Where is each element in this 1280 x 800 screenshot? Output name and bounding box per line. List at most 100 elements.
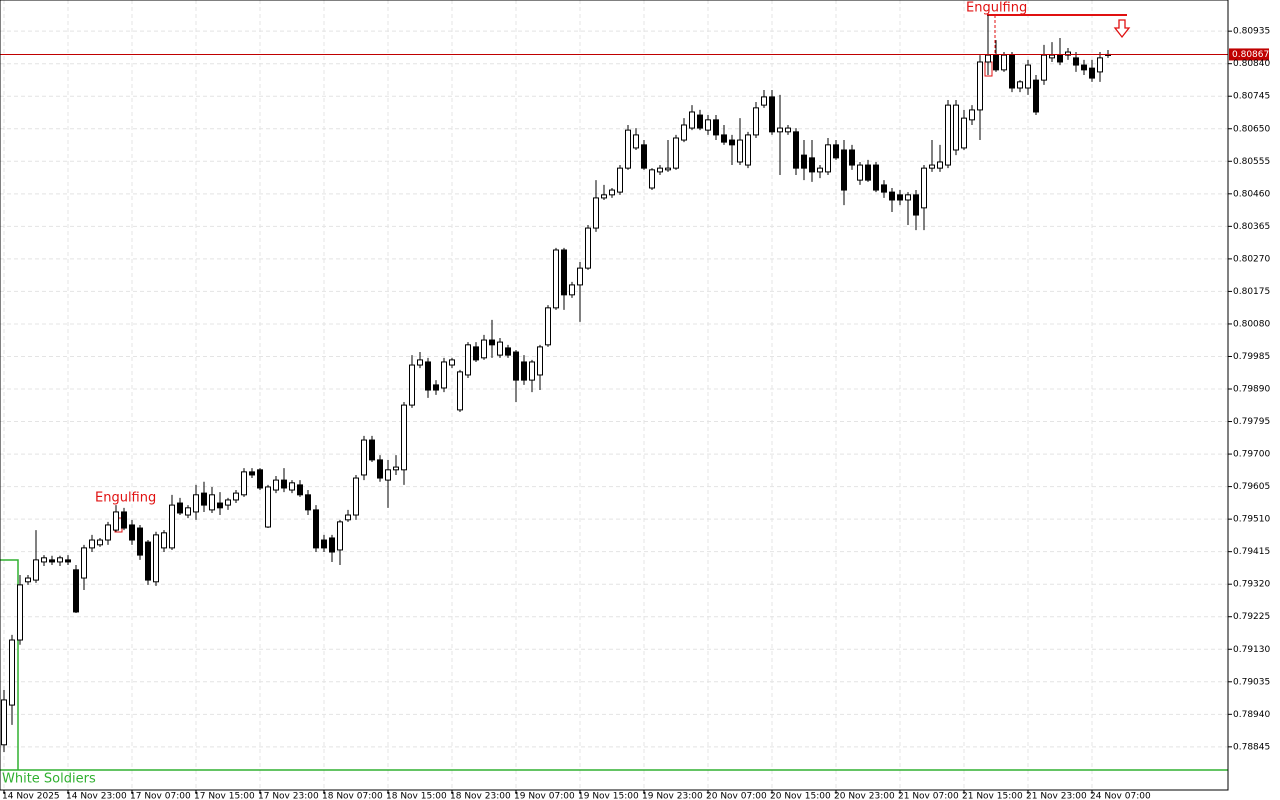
y-tick-label: 0.80935 — [1233, 27, 1270, 37]
candle-body — [625, 129, 631, 169]
y-tick-label: 0.78940 — [1233, 710, 1270, 720]
candle-body — [401, 404, 407, 471]
candle-body — [649, 169, 655, 189]
candle-body — [985, 54, 991, 63]
candle-body — [841, 149, 847, 191]
candle-body — [113, 511, 119, 531]
candle-body — [449, 359, 455, 366]
current-price-label: 0.80867 — [1232, 50, 1269, 60]
candle-body — [241, 471, 247, 496]
candle-body — [185, 507, 191, 516]
candle-body — [1049, 54, 1055, 59]
x-tick-label: 21 Nov 07:00 — [898, 792, 959, 800]
y-tick-label: 0.78845 — [1233, 742, 1270, 752]
x-tick-label: 21 Nov 23:00 — [1026, 792, 1087, 800]
candle-body — [265, 486, 271, 528]
x-tick-label: 20 Nov 07:00 — [706, 792, 767, 800]
candle-body — [353, 477, 359, 516]
candle-body — [433, 384, 439, 391]
x-tick-label: 18 Nov 15:00 — [386, 792, 447, 800]
candle-body — [681, 124, 687, 141]
candle-body — [177, 502, 183, 514]
candle-body — [833, 144, 839, 159]
candle-body — [457, 371, 463, 411]
candles — [1, 15, 1111, 752]
candle-body — [673, 137, 679, 169]
candle-body — [521, 361, 527, 381]
candle-body — [145, 541, 151, 581]
annotation: Engulfing — [966, 1, 1027, 16]
candle-body — [1057, 54, 1063, 63]
annotation: Engulfing — [95, 491, 156, 506]
candle-body — [929, 164, 935, 169]
sell-arrow — [1113, 19, 1131, 39]
candle-body — [369, 439, 375, 461]
candle-body — [777, 127, 783, 133]
annotation: White Soldiers — [2, 772, 96, 787]
candle-body — [641, 144, 647, 169]
x-tick-label: 19 Nov 07:00 — [514, 792, 575, 800]
x-tick-label: 17 Nov 23:00 — [258, 792, 319, 800]
candle-body — [545, 307, 551, 346]
candle-body — [57, 557, 63, 563]
candle-body — [633, 134, 639, 149]
candle-body — [761, 96, 767, 106]
candle-body — [281, 479, 287, 489]
candle-body — [569, 284, 575, 296]
candle-body — [505, 347, 511, 356]
candle-body — [89, 539, 95, 549]
candle-body — [1065, 51, 1071, 56]
y-tick-label: 0.79700 — [1233, 450, 1270, 460]
candle-body — [305, 494, 311, 511]
x-tick-label: 14 Nov 23:00 — [66, 792, 127, 800]
x-tick-label: 17 Nov 15:00 — [194, 792, 255, 800]
candle-body — [561, 249, 567, 296]
candle-body — [697, 114, 703, 129]
candle-body — [425, 361, 431, 391]
candle-body — [465, 344, 471, 376]
y-tick-label: 0.80555 — [1233, 157, 1270, 167]
candle-body — [897, 194, 903, 201]
candle-body — [753, 107, 759, 136]
candle-body — [825, 144, 831, 173]
candle-body — [377, 459, 383, 479]
candle-body — [65, 559, 71, 563]
candle-body — [529, 361, 535, 381]
y-tick-label: 0.79225 — [1233, 612, 1270, 622]
candle-body — [441, 361, 447, 389]
y-tick-label: 0.79415 — [1233, 547, 1270, 557]
candle-body — [225, 499, 231, 506]
candle-body — [1073, 57, 1079, 66]
candle-body — [1, 699, 7, 746]
candle-body — [161, 532, 167, 549]
x-tick-label: 18 Nov 07:00 — [322, 792, 383, 800]
y-tick-label: 0.80650 — [1233, 124, 1270, 134]
y-tick-label: 0.80080 — [1233, 319, 1270, 329]
y-tick-label: 0.80270 — [1233, 254, 1270, 264]
candle-body — [1017, 81, 1023, 89]
candle-body — [321, 539, 327, 549]
candle-body — [737, 139, 743, 163]
candle-body — [905, 194, 911, 201]
candle-body — [601, 194, 607, 199]
candle-body — [417, 359, 423, 366]
candle-body — [769, 96, 775, 133]
candle-body — [337, 521, 343, 551]
candle-body — [33, 559, 39, 581]
candle-body — [857, 164, 863, 181]
candle-body — [9, 639, 15, 706]
grid — [0, 0, 1228, 790]
pattern-box — [0, 559, 19, 770]
candle-body — [865, 164, 871, 181]
candle-body — [297, 484, 303, 496]
candle-body — [41, 557, 47, 563]
candle-body — [953, 104, 959, 151]
candle-body — [657, 167, 663, 173]
y-tick-label: 0.79985 — [1233, 352, 1270, 362]
y-tick-label: 0.79130 — [1233, 645, 1270, 655]
y-tick-label: 0.80365 — [1233, 222, 1270, 232]
x-tick-label: 17 Nov 07:00 — [130, 792, 191, 800]
